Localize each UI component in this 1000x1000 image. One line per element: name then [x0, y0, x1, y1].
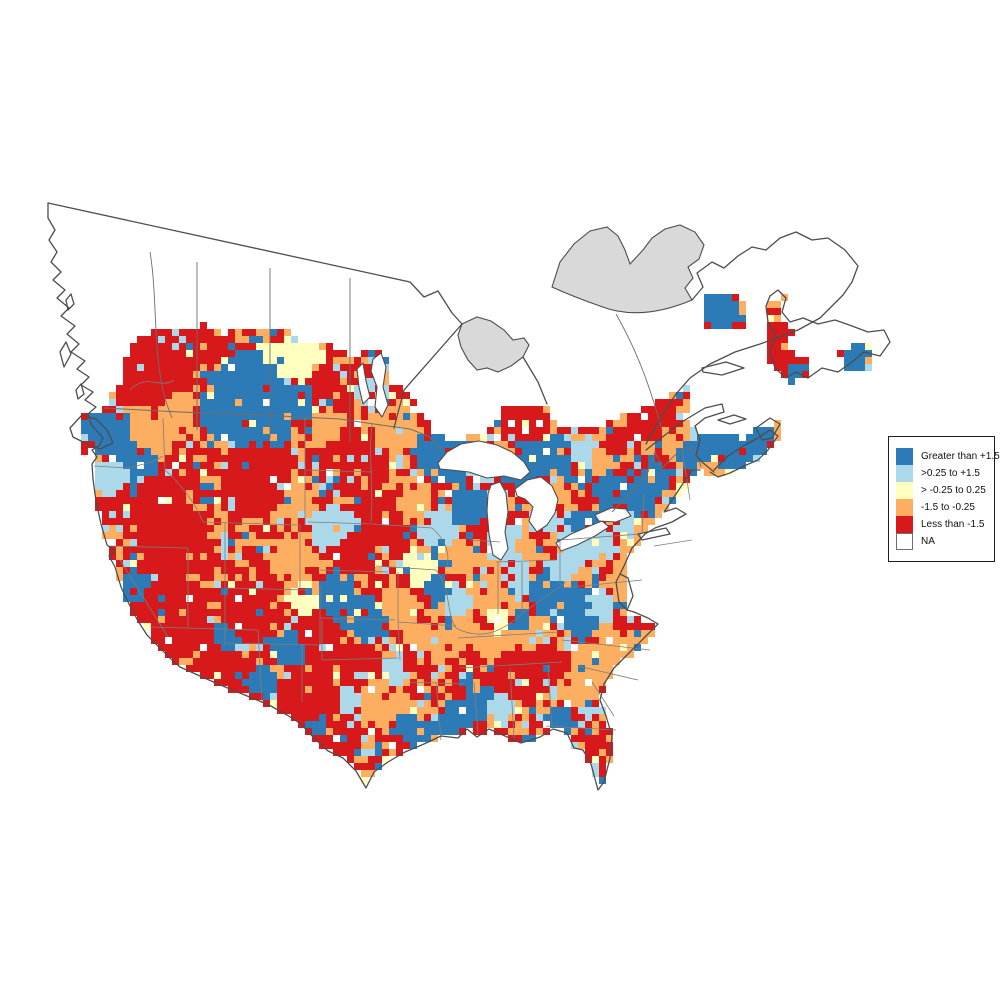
state-border-line: [202, 521, 301, 526]
state-border-line: [149, 626, 259, 631]
state-border-line: [304, 469, 373, 473]
legend-item: -1.5 to -0.25: [896, 499, 986, 516]
legend-swatch-b: [896, 465, 913, 482]
state-border-line: [409, 681, 465, 685]
state-border-line: [321, 657, 399, 661]
state-border-line: [653, 539, 693, 547]
state-border-line: [473, 681, 479, 735]
state-border-line: [591, 681, 615, 717]
legend-item: > -0.25 to 0.25: [896, 482, 986, 499]
lake-outline: [370, 352, 389, 418]
legend-swatch-y: [896, 482, 913, 499]
state-border-line: [307, 521, 377, 525]
state-border-line: [577, 665, 639, 681]
state-border-line: [561, 639, 651, 651]
state-border-line: [559, 533, 641, 541]
coastline-path: [59, 341, 72, 368]
lake-outline: [514, 476, 559, 533]
state-border-line: [397, 619, 401, 661]
na-region-polygon: [457, 316, 530, 373]
data-cells-layer: [81, 294, 872, 784]
state-border-line: [129, 379, 175, 391]
state-border-line: [375, 565, 437, 571]
state-border-line: [93, 455, 164, 469]
legend-item: Greater than +1.5: [896, 448, 1000, 465]
legend-label: Less than -1.5: [921, 518, 985, 530]
state-border-line: [459, 661, 563, 669]
coastline-path: [47, 202, 463, 325]
state-border-line: [224, 642, 321, 646]
state-border-line: [372, 523, 433, 529]
coastline-path: [522, 356, 548, 405]
state-border-line: [164, 469, 204, 523]
country-border-line: [611, 446, 702, 513]
state-border-line: [547, 665, 553, 727]
coastline-path: [709, 429, 779, 478]
coastline-path: [75, 383, 85, 400]
state-border-line: [257, 629, 263, 703]
legend-label: Greater than +1.5: [921, 450, 1000, 462]
state-border-line: [319, 569, 389, 573]
state-border-line: [370, 423, 373, 523]
lake-outline: [356, 362, 371, 405]
coastline-path: [765, 289, 891, 379]
state-border-line: [431, 527, 449, 567]
coastline-path: [645, 403, 725, 473]
lake-outline: [594, 507, 632, 523]
coastline-path: [701, 361, 745, 376]
legend-swatch-B: [896, 448, 913, 465]
coastline-path: [65, 293, 75, 311]
state-border-line: [641, 493, 645, 535]
legend-label: >0.25 to +1.5: [921, 467, 980, 479]
state-border-line: [457, 631, 559, 639]
legend-label: -1.5 to -0.25: [921, 501, 975, 513]
state-border-line: [319, 617, 396, 621]
legend-swatch-o: [896, 499, 913, 516]
state-border-line: [162, 417, 166, 471]
na-region-polygon: [551, 224, 705, 314]
legend-label: NA: [921, 535, 935, 547]
legend-item: NA: [896, 533, 986, 550]
legend-item: Less than -1.5: [896, 516, 986, 533]
state-border-line: [397, 621, 457, 627]
country-border-line: [103, 407, 442, 450]
state-border-line: [509, 667, 515, 739]
state-border-line: [109, 545, 189, 549]
legend-swatch-n: [896, 533, 913, 550]
state-border-line: [681, 447, 691, 501]
state-border-line: [495, 559, 557, 563]
province-border-line: [615, 313, 663, 431]
coastline-path: [717, 414, 747, 425]
lake-outline: [555, 520, 610, 552]
lake-outline: [486, 481, 509, 561]
coastline-path: [69, 414, 114, 450]
map-legend: Greater than +1.5 >0.25 to +1.5 > -0.25 to…: [888, 436, 1000, 562]
coastline-path: [645, 231, 859, 445]
legend-label: > -0.25 to 0.25: [921, 484, 986, 496]
coastline-path: [47, 202, 659, 791]
coastline-path: [637, 527, 671, 541]
province-border-line: [149, 251, 173, 419]
state-border-line: [469, 539, 501, 543]
state-border-line: [119, 559, 169, 638]
state-border-line: [455, 581, 567, 635]
state-border-line: [435, 569, 457, 629]
state-border-line: [224, 587, 311, 591]
state-border-line: [545, 725, 617, 731]
lake-outline: [437, 440, 531, 481]
coastline-path: [755, 417, 781, 441]
coastline-path: [393, 323, 463, 429]
legend-swatch-r: [896, 516, 913, 533]
state-border-line: [435, 681, 442, 741]
legend-item: >0.25 to +1.5: [896, 465, 986, 482]
